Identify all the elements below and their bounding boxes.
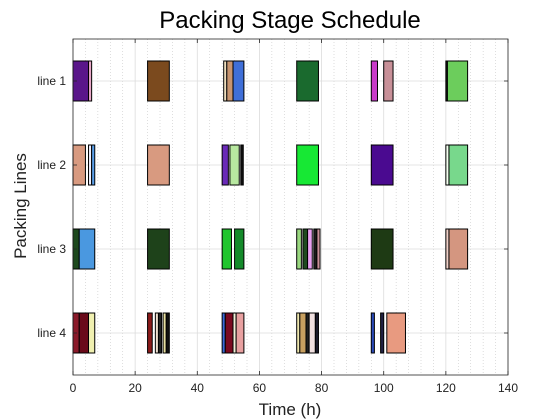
task-bar bbox=[234, 228, 245, 270]
task-bar bbox=[232, 60, 245, 102]
task-bar bbox=[448, 228, 469, 270]
task-bar bbox=[296, 60, 319, 102]
task-bar bbox=[296, 144, 319, 186]
task-bar bbox=[370, 312, 375, 354]
chart-title: Packing Stage Schedule bbox=[159, 7, 421, 34]
task-bar bbox=[386, 312, 406, 354]
x-tick-label: 100 bbox=[374, 381, 394, 395]
task-bar bbox=[224, 312, 234, 354]
task-bar bbox=[88, 312, 96, 354]
task-bar bbox=[314, 312, 319, 354]
task-bar bbox=[226, 60, 234, 102]
x-tick-label: 120 bbox=[436, 381, 456, 395]
task-bar bbox=[78, 228, 96, 270]
task-bars bbox=[72, 60, 469, 354]
task-bar bbox=[147, 60, 170, 102]
task-bar bbox=[448, 144, 469, 186]
x-tick-label: 20 bbox=[128, 381, 142, 395]
task-bar bbox=[307, 228, 313, 270]
task-bar bbox=[91, 144, 96, 186]
x-tick-label: 140 bbox=[498, 381, 518, 395]
task-bar bbox=[235, 312, 245, 354]
axis-ticks: 0 20 40 60 80 100 120 140 line 1 line 2 line 3 line… bbox=[37, 39, 518, 395]
task-bar bbox=[302, 228, 309, 270]
x-axis-label: Time (h) bbox=[259, 400, 322, 419]
task-bar bbox=[383, 60, 394, 102]
y-axis-label: Packing Lines bbox=[11, 153, 30, 259]
task-bar bbox=[316, 228, 321, 270]
plot-frame bbox=[72, 38, 509, 376]
task-bar bbox=[165, 312, 170, 354]
x-tick-label: 0 bbox=[70, 381, 77, 395]
y-tick-label: line 1 bbox=[37, 74, 66, 88]
task-bar bbox=[147, 312, 153, 354]
task-bar bbox=[308, 312, 316, 354]
line-row bbox=[72, 144, 469, 186]
task-bar bbox=[157, 312, 163, 354]
task-bar bbox=[221, 228, 232, 270]
task-bar bbox=[380, 312, 385, 354]
y-tick-label: line 4 bbox=[37, 326, 66, 340]
task-bar bbox=[296, 228, 302, 270]
task-bar bbox=[370, 144, 394, 186]
task-bar bbox=[78, 312, 90, 354]
task-bar bbox=[221, 144, 229, 186]
y-tick-label: line 2 bbox=[37, 158, 66, 172]
task-bar bbox=[370, 228, 394, 270]
task-bar bbox=[240, 144, 244, 186]
line-row bbox=[72, 228, 469, 270]
task-bar bbox=[446, 60, 469, 102]
task-bar bbox=[299, 312, 307, 354]
task-bar bbox=[88, 60, 93, 102]
task-bar bbox=[229, 144, 240, 186]
task-bar bbox=[147, 144, 170, 186]
task-bar bbox=[370, 60, 378, 102]
x-tick-label: 40 bbox=[191, 381, 205, 395]
plot-area bbox=[73, 39, 508, 375]
task-bar bbox=[147, 228, 170, 270]
x-tick-label: 80 bbox=[315, 381, 329, 395]
y-tick-label: line 3 bbox=[37, 242, 66, 256]
x-tick-label: 60 bbox=[253, 381, 267, 395]
line-row bbox=[72, 60, 469, 102]
